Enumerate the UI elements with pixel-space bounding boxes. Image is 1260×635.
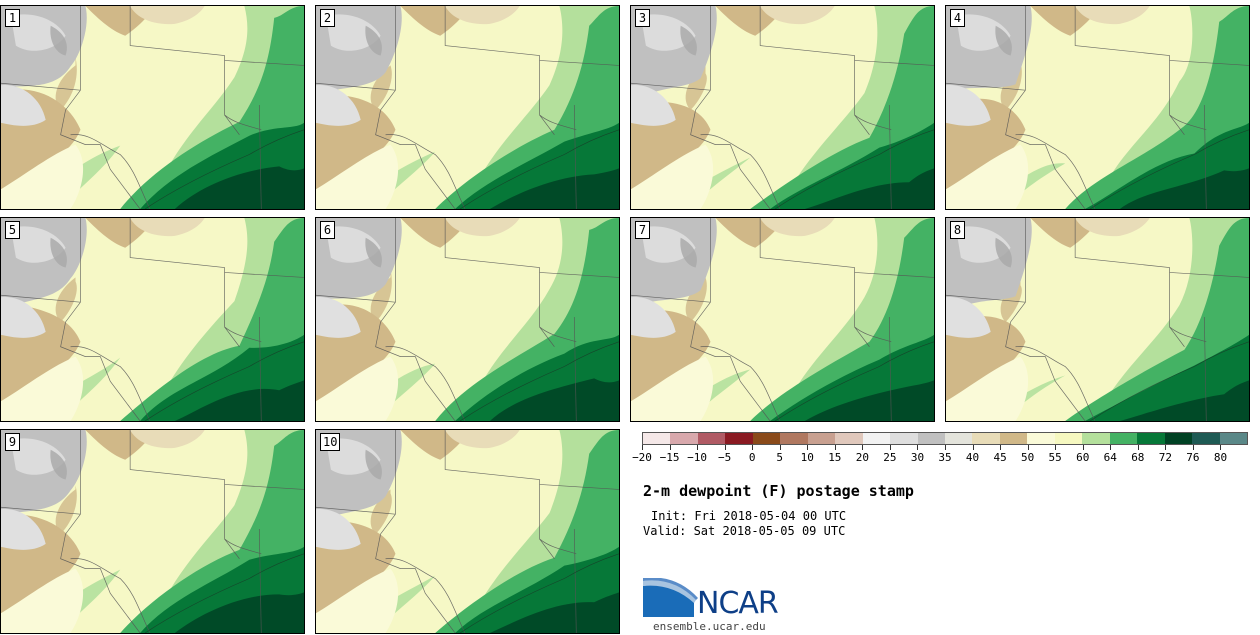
- colorbar-tick-mark: [724, 445, 726, 450]
- colorbar-tick-mark: [1000, 445, 1002, 450]
- colorbar-tick-mark: [945, 445, 946, 450]
- member-number-label: 8: [950, 221, 965, 239]
- colorbar-tick-mark: [1192, 445, 1194, 450]
- colorbar-tick-label: −15: [659, 451, 680, 464]
- colorbar-tick-label: 60: [1076, 451, 1090, 464]
- colorbar-tick-label: 5: [776, 451, 784, 464]
- colorbar-tick-label: 72: [1158, 451, 1172, 464]
- colorbar-swatch: [1027, 433, 1055, 444]
- colorbar-tick-mark: [1165, 445, 1167, 450]
- colorbar-tick-mark: [889, 445, 891, 450]
- colorbar-swatch: [890, 433, 918, 444]
- colorbar-tick-label: 80: [1213, 451, 1228, 464]
- colorbar-tick-label: −10: [687, 451, 708, 464]
- colorbar-tick-mark: [862, 445, 864, 450]
- colorbar-swatch: [1109, 433, 1138, 444]
- init-time: Init: Fri 2018-05-04 00 UTC: [651, 509, 847, 523]
- ensemble-member-map: 6: [315, 217, 620, 422]
- colorbar-tick-label: 68: [1131, 451, 1145, 464]
- colorbar-swatch: [643, 433, 671, 444]
- colorbar-tick-label: 30: [910, 451, 925, 464]
- colorbar-tick-label: 45: [993, 451, 1007, 464]
- colorbar-tick-label: 35: [938, 451, 952, 464]
- colorbar-tick-mark: [972, 445, 974, 450]
- ensemble-member-map: 4: [945, 5, 1250, 210]
- ncar-logo-text: NCAR: [697, 586, 779, 621]
- ensemble-member-map: 8: [945, 217, 1250, 422]
- ensemble-member-map: 3: [630, 5, 935, 210]
- member-number-label: 4: [950, 9, 965, 27]
- ensemble-member-map: 9: [0, 429, 305, 634]
- colorbar-tick-label: 0: [748, 451, 756, 464]
- ensemble-member-map: 1: [0, 5, 305, 210]
- ensemble-member-map: 5: [0, 217, 305, 422]
- colorbar-tick-label: 50: [1021, 451, 1035, 464]
- colorbar-tick-mark: [917, 445, 919, 450]
- colorbar-swatch: [1192, 433, 1220, 444]
- colorbar-swatch: [1054, 433, 1083, 444]
- ensemble-member-map: 7: [630, 217, 935, 422]
- ncar-swoosh-logo: [643, 578, 698, 617]
- colorbar-swatch: [917, 433, 945, 444]
- colorbar-swatch: [1164, 433, 1193, 444]
- colorbar-tick-mark: [1110, 445, 1112, 450]
- colorbar-tick-label: 40: [965, 451, 980, 464]
- colorbar-swatch: [972, 433, 1000, 444]
- colorbar-swatch: [725, 433, 753, 444]
- colorbar-tick-label: 76: [1186, 451, 1200, 464]
- colorbar-swatch: [835, 433, 863, 444]
- colorbar-tick-mark: [834, 445, 836, 450]
- colorbar-swatch: [752, 433, 781, 444]
- member-number-label: 6: [320, 221, 335, 239]
- member-number-label: 9: [5, 433, 20, 451]
- ensemble-member-map: 10: [315, 429, 620, 634]
- colorbar-swatch: [697, 433, 726, 444]
- colorbar-tick-label: 10: [800, 451, 814, 464]
- colorbar-tick-mark: [669, 445, 671, 450]
- dewpoint-colorbar: [642, 432, 1248, 445]
- colorbar-tick-mark: [1082, 445, 1084, 450]
- colorbar-tick-mark: [1137, 445, 1139, 450]
- colorbar-swatch: [1137, 433, 1165, 444]
- member-number-label: 7: [635, 221, 650, 239]
- product-title: 2-m dewpoint (F) postage stamp: [643, 482, 914, 500]
- colorbar-tick-mark: [807, 445, 809, 450]
- ensemble-member-map: 2: [315, 5, 620, 210]
- colorbar-tick-label: 25: [883, 451, 897, 464]
- colorbar-tick-mark: [1055, 445, 1057, 450]
- colorbar-tick-label: 20: [855, 451, 869, 464]
- member-number-label: 3: [635, 9, 650, 27]
- colorbar-tick-mark: [779, 445, 781, 450]
- colorbar-tick-mark: [697, 445, 699, 450]
- website-url: ensemble.ucar.edu: [653, 620, 766, 633]
- colorbar-swatch: [862, 433, 891, 444]
- member-number-label: 1: [5, 9, 20, 27]
- colorbar-tick-label: 15: [828, 451, 842, 464]
- colorbar-swatch: [944, 433, 973, 444]
- colorbar-tick-label: −20: [632, 451, 652, 464]
- colorbar-tick-mark: [752, 445, 754, 450]
- colorbar-swatch: [780, 433, 808, 444]
- colorbar-swatch: [807, 433, 836, 444]
- colorbar-tick-label: −5: [718, 451, 732, 464]
- colorbar-tick-mark: [1027, 445, 1029, 450]
- member-number-label: 5: [5, 221, 20, 239]
- colorbar-tick-label: 64: [1103, 451, 1117, 464]
- member-number-label: 10: [320, 433, 341, 451]
- colorbar-swatch: [999, 433, 1028, 444]
- colorbar-ticks: −20 −15 −10 −5 0 5 10 15 20 25 30 35 40 45 50 55 60 64 68 7…: [632, 445, 1248, 465]
- colorbar-swatch: [1219, 433, 1247, 444]
- colorbar-swatch: [670, 433, 698, 444]
- member-number-label: 2: [320, 9, 335, 27]
- colorbar-tick-mark: [642, 445, 643, 450]
- colorbar-tick-label: 55: [1048, 451, 1062, 464]
- colorbar-tick-mark: [1220, 445, 1222, 450]
- colorbar-swatch: [1082, 433, 1110, 444]
- valid-time: Valid: Sat 2018-05-05 09 UTC: [643, 524, 846, 538]
